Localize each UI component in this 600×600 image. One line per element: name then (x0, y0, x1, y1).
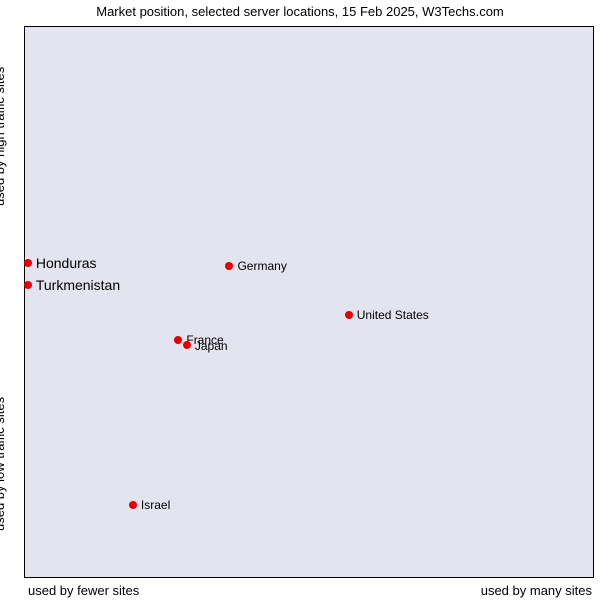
point-label: Germany (237, 259, 286, 273)
point-label: Turkmenistan (36, 277, 120, 293)
point-label: United States (357, 308, 429, 322)
y-axis-label-bottom: used by low traffic sites (0, 334, 12, 594)
data-point: Japan (183, 337, 228, 355)
point-label: Israel (141, 498, 170, 512)
chart-title: Market position, selected server locatio… (0, 4, 600, 19)
point-label: Japan (195, 338, 228, 352)
data-point: Germany (225, 257, 286, 275)
plot-area: Honduras Turkmenistan Germany United States… (24, 26, 594, 578)
marker-icon (183, 341, 191, 349)
market-position-chart: Market position, selected server locatio… (0, 0, 600, 600)
data-point: United States (345, 306, 429, 324)
data-point: Honduras (24, 254, 97, 272)
point-label: Honduras (36, 255, 97, 271)
marker-icon (225, 262, 233, 270)
marker-icon (24, 259, 32, 267)
data-point: Israel (129, 496, 170, 514)
y-axis-label-top: used by high traffic sites (0, 6, 12, 266)
marker-icon (129, 501, 137, 509)
marker-icon (24, 281, 32, 289)
x-axis-label-right: used by many sites (481, 583, 592, 598)
x-axis-label-left: used by fewer sites (28, 583, 139, 598)
marker-icon (174, 336, 182, 344)
data-point: Turkmenistan (24, 276, 120, 294)
marker-icon (345, 311, 353, 319)
